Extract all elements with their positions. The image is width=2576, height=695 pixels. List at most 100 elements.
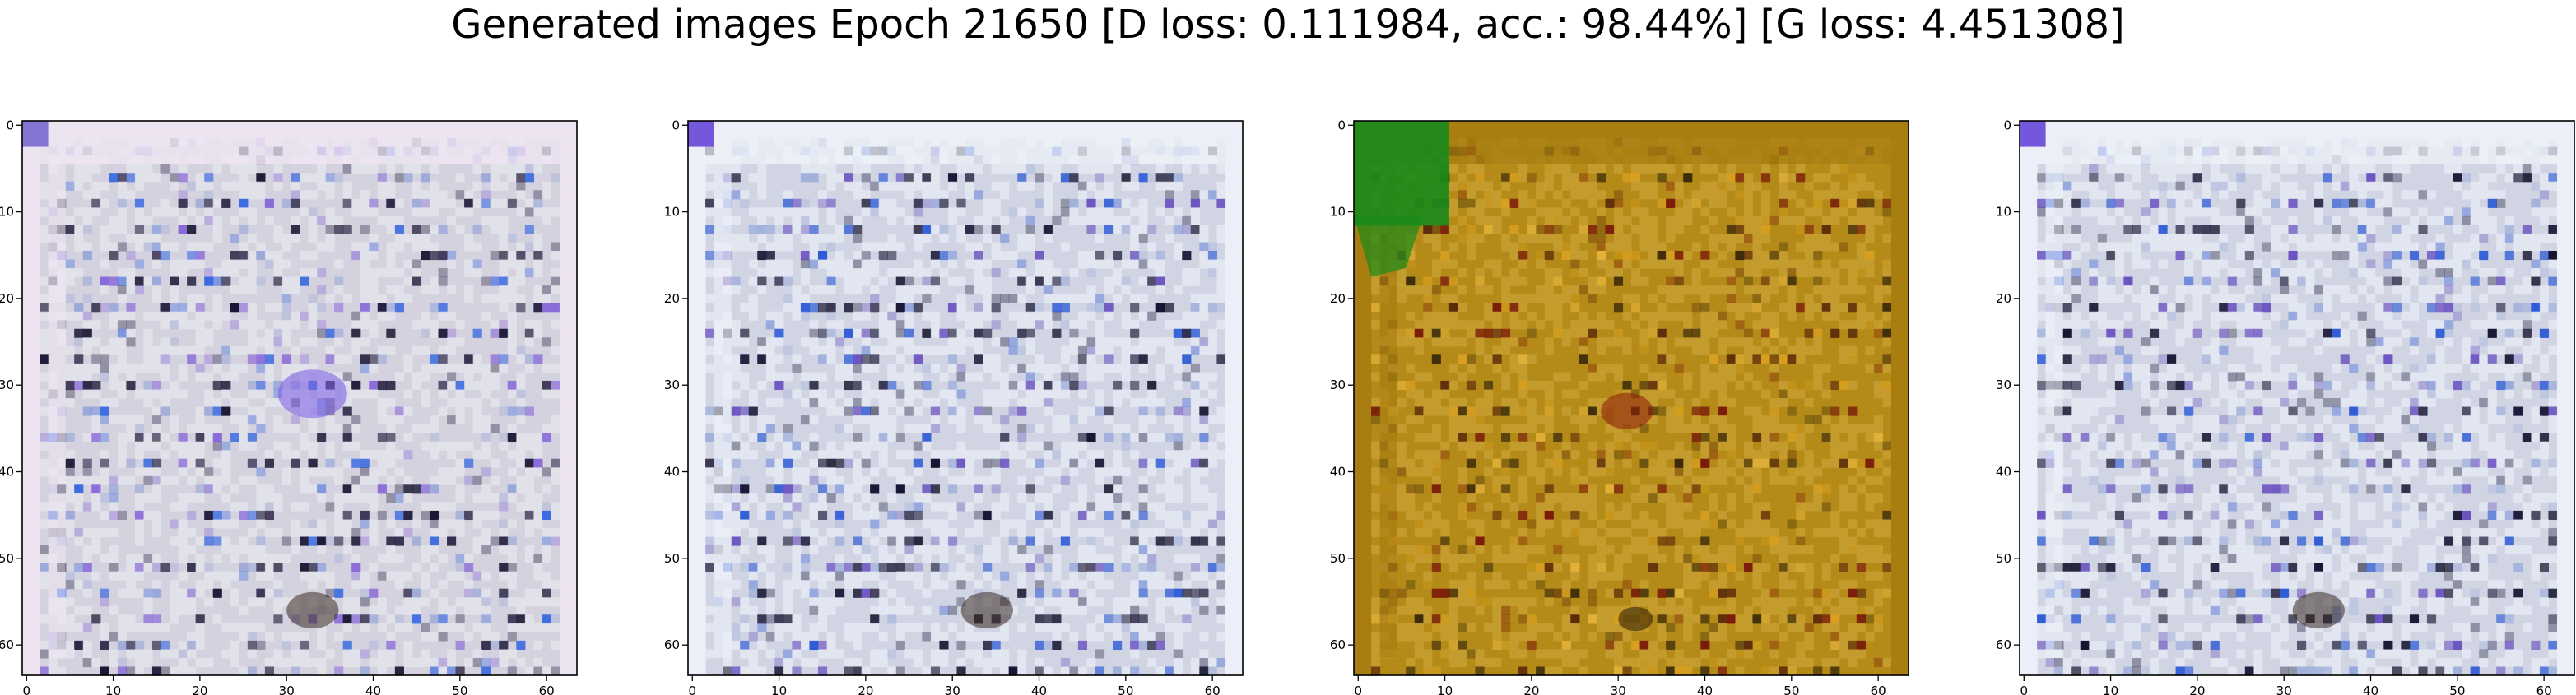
image-pixel	[1190, 207, 1200, 217]
image-pixel	[731, 164, 741, 174]
image-pixel	[334, 510, 344, 521]
image-pixel	[983, 657, 993, 668]
image-pixel	[913, 389, 923, 399]
image-pixel	[447, 666, 457, 676]
image-pixel	[22, 320, 32, 330]
image-pixel	[151, 285, 162, 295]
image-pixel	[212, 215, 222, 225]
image-pixel	[1147, 242, 1157, 252]
image-pixel	[1225, 363, 1235, 373]
image-pixel	[870, 441, 880, 451]
image-pixel	[187, 527, 197, 538]
image-pixel	[983, 363, 993, 373]
image-pixel	[100, 129, 109, 139]
image-pixel	[783, 424, 793, 433]
image-pixel	[983, 510, 993, 521]
image-pixel	[421, 632, 430, 642]
image-pixel	[195, 554, 205, 563]
image-pixel	[1234, 614, 1244, 624]
image-pixel	[65, 259, 75, 269]
image-pixel	[134, 164, 145, 174]
image-pixel	[160, 225, 170, 234]
image-pixel	[325, 345, 335, 355]
image-pixel	[1086, 215, 1096, 225]
image-pixel	[568, 398, 578, 408]
image-pixel	[1190, 484, 1200, 494]
image-pixel	[195, 536, 205, 546]
image-pixel	[1234, 337, 1244, 347]
image-pixel	[187, 294, 197, 303]
image-pixel	[922, 380, 932, 391]
image-pixel	[1173, 285, 1183, 295]
image-pixel	[447, 571, 457, 581]
image-pixel	[731, 580, 741, 590]
image-pixel	[334, 502, 344, 512]
image-pixel	[559, 441, 570, 451]
image-pixel	[974, 484, 983, 494]
image-pixel	[696, 493, 706, 503]
image-pixel	[826, 450, 836, 460]
image-pixel	[160, 303, 170, 313]
image-pixel	[221, 571, 231, 581]
image-pixel	[230, 181, 239, 191]
image-pixel	[1182, 268, 1192, 278]
image-pixel	[30, 588, 40, 598]
image-pixel	[499, 250, 509, 261]
image-pixel	[490, 380, 500, 391]
image-pixel	[974, 657, 983, 668]
image-pixel	[870, 614, 880, 624]
image-pixel	[1086, 588, 1096, 598]
image-pixel	[1043, 510, 1053, 521]
image-pixel	[887, 181, 897, 191]
image-pixel	[308, 129, 318, 139]
image-pixel	[748, 563, 758, 572]
image-pixel	[1207, 441, 1218, 451]
image-pixel	[1121, 173, 1131, 183]
image-pixel	[308, 320, 318, 330]
image-pixel	[688, 155, 698, 165]
image-pixel	[1234, 657, 1244, 668]
image-pixel	[817, 666, 828, 676]
image-pixel	[904, 190, 914, 200]
image-pixel	[239, 250, 249, 261]
image-pixel	[151, 294, 162, 303]
image-pixel	[187, 649, 197, 659]
image-pixel	[221, 345, 231, 355]
image-pixel	[1000, 632, 1010, 642]
image-pixel	[765, 588, 775, 598]
image-pixel	[1501, 173, 1511, 183]
image-pixel	[386, 475, 396, 485]
image-pixel	[151, 510, 162, 521]
image-pixel	[783, 588, 793, 598]
image-pixel	[783, 294, 793, 303]
image-pixel	[134, 441, 145, 451]
image-pixel	[559, 605, 570, 615]
image-pixel	[939, 328, 949, 338]
image-pixel	[1234, 450, 1244, 460]
image-pixel	[887, 121, 897, 131]
image-pixel	[559, 276, 570, 286]
image-pixel	[688, 571, 698, 581]
image-pixel	[1155, 632, 1165, 642]
image-pixel	[861, 276, 871, 286]
image-pixel	[748, 632, 758, 642]
image-pixel	[1025, 242, 1035, 252]
image-pixel	[740, 475, 750, 485]
image-pixel	[956, 458, 966, 468]
image-pixel	[1043, 181, 1053, 191]
image-pixel	[100, 415, 109, 425]
image-pixel	[1035, 588, 1044, 598]
image-pixel	[853, 129, 863, 139]
image-pixel	[800, 259, 811, 269]
image-pixel	[455, 398, 465, 408]
image-pixel	[559, 146, 570, 156]
image-pixel	[334, 424, 344, 433]
image-pixel	[1069, 571, 1079, 581]
image-pixel	[870, 345, 880, 355]
image-pixel	[377, 554, 387, 563]
image-pixel	[1173, 467, 1183, 477]
image-pixel	[351, 571, 361, 581]
image-pixel	[688, 623, 698, 632]
image-pixel	[212, 519, 222, 529]
image-pixel	[1000, 164, 1010, 174]
